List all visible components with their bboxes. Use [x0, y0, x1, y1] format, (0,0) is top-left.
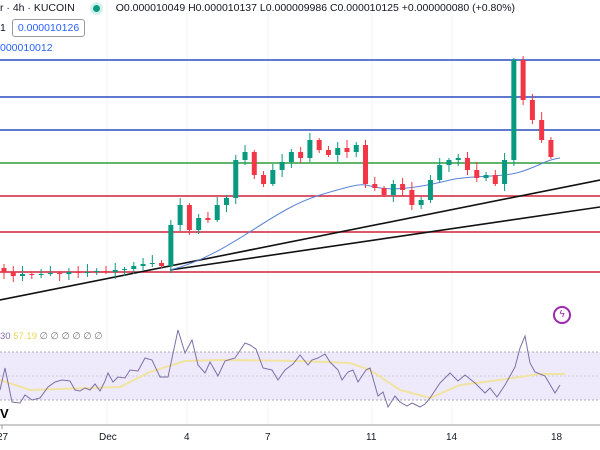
candle	[363, 140, 369, 188]
candle	[242, 145, 248, 165]
candle	[205, 212, 211, 223]
candle	[335, 142, 341, 162]
lightning-icon[interactable]: ϟ	[553, 306, 571, 324]
candle	[84, 264, 90, 277]
candle	[288, 149, 294, 168]
candle	[196, 214, 202, 234]
candle	[316, 138, 322, 153]
candle	[520, 56, 526, 105]
candle	[409, 182, 415, 210]
indicator-value-box: 0.000010126	[11, 19, 86, 37]
candle	[548, 137, 554, 159]
candle	[325, 146, 331, 157]
candle	[29, 271, 35, 279]
candle	[307, 133, 313, 162]
volume-label: V	[0, 406, 9, 421]
rsi-line	[0, 329, 561, 409]
candle	[390, 180, 396, 202]
candle	[186, 203, 192, 235]
candle	[112, 263, 118, 279]
candle	[418, 197, 424, 209]
candle	[233, 155, 239, 204]
candle	[261, 171, 267, 187]
x-axis-label: Dec	[99, 432, 117, 443]
candle	[474, 162, 480, 182]
candle	[75, 266, 81, 278]
candle	[539, 112, 545, 143]
market-status-icon	[92, 4, 100, 12]
x-axis-label: 14	[446, 432, 458, 443]
candle	[270, 164, 276, 186]
candle	[455, 154, 461, 166]
trendline	[0, 179, 600, 301]
candle	[529, 94, 535, 124]
x-axis-label: 11	[366, 432, 377, 443]
candle	[279, 154, 285, 177]
candle	[168, 220, 174, 273]
candle	[251, 150, 257, 179]
candle	[502, 153, 508, 191]
candle	[1, 264, 7, 279]
candle	[372, 177, 378, 191]
candle	[57, 271, 63, 281]
trendline	[169, 206, 600, 271]
candle	[122, 267, 128, 276]
indicator-value: 000010012	[0, 42, 53, 54]
rsi-legend: 30 57.19 ∅ ∅ ∅ ∅ ∅ ∅	[0, 331, 103, 342]
x-axis-label: 27	[0, 432, 9, 443]
candle	[94, 268, 100, 275]
candle	[298, 147, 304, 163]
candle	[103, 266, 109, 274]
candle	[177, 198, 183, 231]
x-axis-label: 7	[265, 432, 271, 443]
candle	[223, 195, 229, 212]
x-axis-label: 18	[551, 432, 563, 443]
candle	[149, 255, 155, 267]
candle	[483, 172, 489, 181]
moving-average-line	[169, 157, 561, 271]
candle	[20, 266, 26, 281]
candle	[66, 268, 72, 280]
candle	[511, 58, 517, 166]
candle	[131, 262, 137, 274]
ohlc-values: O0.000010049 H0.000010137 L0.000009986 C…	[115, 2, 516, 14]
candle	[446, 158, 452, 172]
candle	[353, 142, 359, 157]
rsi-ma-line	[0, 358, 565, 400]
candle	[427, 175, 433, 203]
candle	[492, 170, 498, 186]
candle	[437, 158, 443, 182]
candle	[140, 258, 146, 270]
candle	[47, 266, 53, 276]
indicator-label: 1	[0, 22, 6, 34]
candle	[38, 269, 44, 278]
candle	[214, 197, 220, 222]
candle	[381, 186, 387, 197]
candle	[10, 266, 16, 282]
symbol-label[interactable]: r · 4h · KUCOIN	[0, 2, 75, 14]
candle	[465, 152, 470, 175]
candle	[344, 140, 350, 158]
candle	[159, 260, 165, 268]
candle	[400, 178, 406, 196]
x-axis-label: 4	[184, 432, 190, 443]
